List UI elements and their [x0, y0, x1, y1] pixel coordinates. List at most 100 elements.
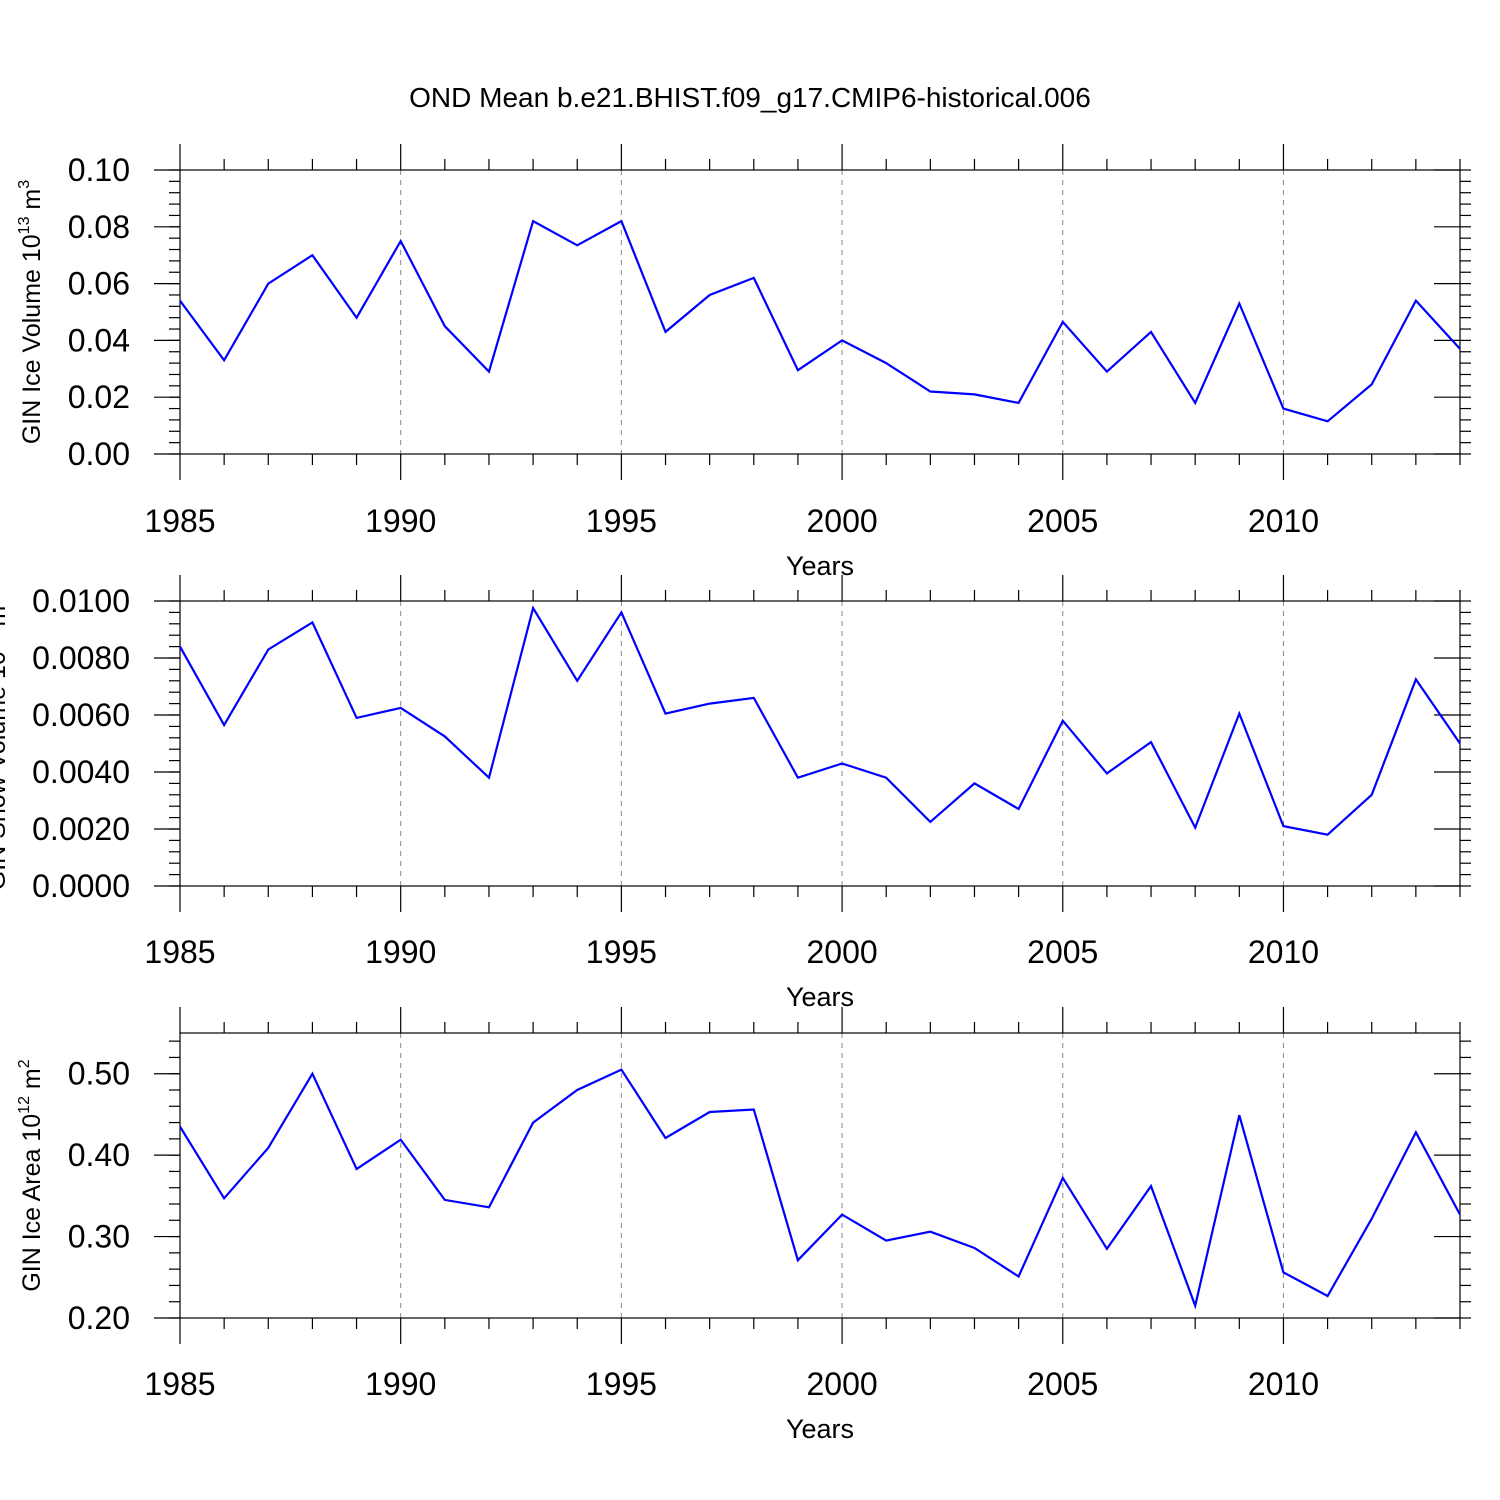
data-point [399, 1138, 401, 1140]
y-tick-label: 0.10 [68, 152, 130, 188]
data-point [1194, 1305, 1196, 1307]
x-tick-label: 2010 [1248, 503, 1319, 539]
x-tick-label: 1995 [586, 503, 657, 539]
data-point [929, 390, 931, 392]
series-line [180, 605, 1460, 836]
y-tick-label: 0.0060 [32, 697, 130, 733]
x-tick-label: 1985 [144, 1366, 215, 1402]
data-point [311, 254, 313, 256]
data-point [620, 1068, 622, 1070]
data-point [1326, 834, 1328, 836]
data-point [1326, 420, 1328, 422]
x-tick-label: 2010 [1248, 1366, 1319, 1402]
y-tick-label: 0.02 [68, 379, 130, 415]
x-tick-label: 2010 [1248, 934, 1319, 970]
data-point [929, 821, 931, 823]
data-point [973, 393, 975, 395]
y-tick-label: 0.0080 [32, 640, 130, 676]
data-point [1017, 1275, 1019, 1277]
data-point [355, 316, 357, 318]
data-point [885, 362, 887, 364]
data-point [1106, 370, 1108, 372]
x-tick-label: 1985 [144, 934, 215, 970]
panels: 0.00 0.02 0.04 0.06 0.08 0.10 1985 1990 1995 2000… [0, 144, 1471, 1444]
data-point [1371, 1217, 1373, 1219]
y-axis-title-unit: m [18, 189, 46, 217]
data-point [1150, 741, 1152, 743]
data-point [1371, 383, 1373, 385]
data-point [664, 712, 666, 714]
x-tick-label: 1985 [144, 503, 215, 539]
data-point [1062, 720, 1064, 722]
data-point [620, 611, 622, 613]
chart-panel-2: 0.0000 0.0020 0.0040 0.0060 0.0080 0.0100 1985… [0, 575, 1471, 1012]
data-point [1459, 742, 1461, 744]
data-point [267, 1147, 269, 1149]
data-point [841, 1213, 843, 1215]
data-point [223, 359, 225, 361]
data-point [708, 294, 710, 296]
y-tick-label: 0.0000 [32, 868, 130, 904]
data-point [223, 1197, 225, 1199]
x-tick-label: 2005 [1027, 503, 1098, 539]
data-point [1238, 712, 1240, 714]
data-point [1062, 321, 1064, 323]
data-point [488, 777, 490, 779]
y-tick-label: 0.04 [68, 322, 130, 358]
y-tick-label: 0.20 [68, 1300, 130, 1336]
plot-frame [179, 169, 1461, 455]
data-point [1415, 678, 1417, 680]
x-tick-label: 1995 [586, 1366, 657, 1402]
y-tick-label: 0.30 [68, 1219, 130, 1255]
y-axis-title-exponent: 13 [16, 216, 33, 234]
y-axis-title: GIN Snow Volume 1013 m3 [0, 597, 11, 891]
data-point [1150, 331, 1152, 333]
y-axis-title-unit-exponent: 2 [16, 1059, 33, 1068]
x-tick-label: 1990 [365, 934, 436, 970]
y-tick-label: 0.50 [68, 1056, 130, 1092]
data-point [708, 1111, 710, 1113]
data-point [444, 735, 446, 737]
data-point [1150, 1185, 1152, 1187]
data-point [1326, 1295, 1328, 1297]
data-point [223, 724, 225, 726]
data-point [1415, 299, 1417, 301]
y-axis-title-unit: m [18, 1068, 46, 1096]
data-point [1459, 1213, 1461, 1215]
data-point [1106, 1248, 1108, 1250]
y-tick-label: 0.0020 [32, 811, 130, 847]
data-point [179, 299, 181, 301]
data-point [753, 1108, 755, 1110]
data-point [311, 1073, 313, 1075]
data-point [753, 697, 755, 699]
data-point [1238, 1114, 1240, 1116]
data-point [797, 1259, 799, 1261]
data-point [267, 282, 269, 284]
y-axis-title-unit: m [0, 606, 11, 634]
data-point [885, 1239, 887, 1241]
data-point [1238, 302, 1240, 304]
y-tick-label: 0.08 [68, 209, 130, 245]
y-axis-title: GIN Ice Volume 1013 m3 [16, 180, 46, 444]
data-point [488, 1206, 490, 1208]
data-point [488, 370, 490, 372]
data-point [885, 777, 887, 779]
data-point [532, 1121, 534, 1123]
data-point [1017, 808, 1019, 810]
data-point [929, 1230, 931, 1232]
data-point [841, 339, 843, 341]
data-point [1062, 1177, 1064, 1179]
x-axis-title: Years [786, 551, 854, 581]
y-axis-title: GIN Ice Area 1012 m2 [16, 1059, 46, 1291]
data-point [1459, 348, 1461, 350]
data-point [708, 702, 710, 704]
series-line [180, 1068, 1460, 1310]
figure-title: OND Mean b.e21.BHIST.f09_g17.CMIP6-histo… [409, 82, 1091, 113]
x-tick-label: 2005 [1027, 934, 1098, 970]
data-point [355, 1168, 357, 1170]
y-axis-title-text: GIN Ice Volume 10 [18, 234, 46, 444]
data-point [311, 621, 313, 623]
x-tick-label: 1995 [586, 934, 657, 970]
data-point [532, 220, 534, 222]
